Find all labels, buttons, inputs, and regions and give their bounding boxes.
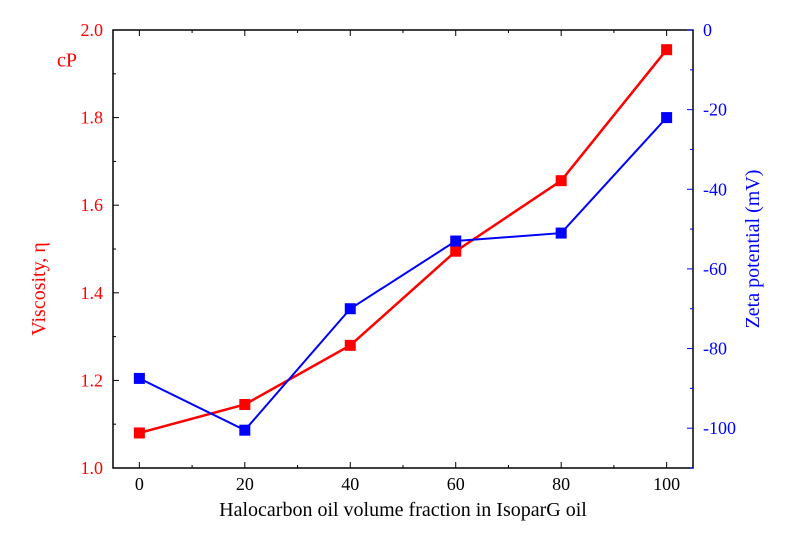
yleft-tick-label: 1.0	[81, 458, 104, 478]
series-marker-zeta	[134, 373, 144, 383]
series-marker-zeta	[556, 228, 566, 238]
yright-tick-label: -60	[703, 259, 727, 279]
dual-axis-line-chart: 0 20 40 60 80 100 1.0 1.2 1.4 1.6 1.8 2.0 -100 -80 -60…	[0, 0, 787, 532]
x-tick-label: 100	[653, 474, 680, 494]
series-marker-zeta	[345, 304, 355, 314]
yleft-tick-label: 1.2	[81, 370, 104, 390]
yright-tick-label: -20	[703, 100, 727, 120]
x-tick-label: 40	[341, 474, 359, 494]
yright-tick-label: -80	[703, 339, 727, 359]
plot-frame	[113, 30, 693, 468]
series-line-viscosity	[139, 50, 666, 433]
yright-tick-label: -100	[703, 418, 736, 438]
yleft-unit-label: cP	[57, 50, 77, 72]
series-line-zeta	[139, 118, 666, 431]
series-marker-zeta	[451, 236, 461, 246]
series-marker-viscosity	[134, 428, 144, 438]
series-marker-viscosity	[662, 45, 672, 55]
series-marker-viscosity	[345, 340, 355, 350]
series-marker-viscosity	[451, 246, 461, 256]
series-marker-zeta	[662, 113, 672, 123]
x-tick-label: 0	[135, 474, 144, 494]
x-tick-label: 60	[447, 474, 465, 494]
chart-svg: 0 20 40 60 80 100 1.0 1.2 1.4 1.6 1.8 2.0 -100 -80 -60…	[0, 0, 787, 532]
x-tick-label: 80	[552, 474, 570, 494]
yleft-tick-label: 1.6	[81, 195, 104, 215]
x-axis-title: Halocarbon oil volume fraction in Isopar…	[219, 499, 587, 521]
yleft-axis-title: Viscosity, η	[28, 242, 50, 336]
yleft-tick-label: 2.0	[81, 20, 104, 40]
yright-tick-label: -40	[703, 179, 727, 199]
yleft-tick-label: 1.4	[81, 283, 104, 303]
yright-axis-title: Zeta potential (mV)	[742, 170, 764, 329]
series-marker-viscosity	[240, 399, 250, 409]
x-tick-label: 20	[236, 474, 254, 494]
yleft-tick-label: 1.8	[81, 108, 104, 128]
yright-tick-label: 0	[703, 20, 712, 40]
series-marker-zeta	[240, 425, 250, 435]
series-marker-viscosity	[556, 176, 566, 186]
